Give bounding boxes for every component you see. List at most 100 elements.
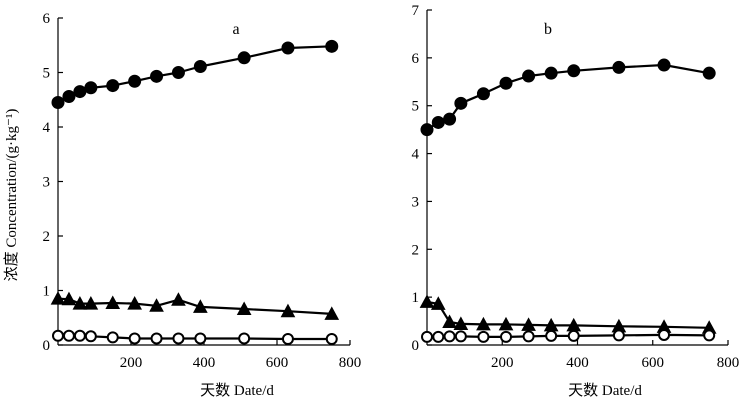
data-point-filled-circle [567, 64, 581, 78]
panel-label: b [544, 21, 552, 38]
data-point-filled-circle [657, 58, 671, 72]
panel-b: 0 1 2 3 4 5 6 7 200 400 600 800 b 天数 Date/d [412, 3, 740, 399]
x-tick-label: 800 [339, 355, 362, 371]
data-point-open-circle [658, 328, 671, 341]
data-point-open-circle [703, 329, 716, 342]
data-point-filled-triangle [193, 299, 208, 313]
data-point-open-circle [325, 333, 338, 346]
data-point-filled-circle [443, 112, 457, 126]
data-point-filled-triangle [149, 298, 164, 312]
data-point-filled-circle [281, 41, 295, 55]
data-point-filled-circle [544, 66, 558, 80]
y-tick-label: 4 [43, 120, 51, 136]
x-tick-label: 400 [193, 355, 216, 371]
y-tick-label: 3 [412, 194, 420, 210]
data-point-open-circle [172, 332, 185, 345]
y-tick-label: 7 [412, 3, 420, 19]
data-point-filled-circle [522, 69, 536, 83]
data-point-filled-circle [702, 66, 716, 80]
data-point-filled-triangle [72, 296, 88, 310]
data-point-filled-triangle [236, 301, 252, 316]
y-axis-title: 浓度 Concentration/(g·kg⁻¹) [3, 109, 20, 282]
data-point-filled-triangle [61, 291, 77, 306]
data-point-filled-circle [51, 95, 65, 109]
data-point-filled-circle [325, 39, 339, 53]
series-line-filled-triangle [426, 300, 710, 329]
x-tick-label: 800 [717, 355, 740, 371]
data-point-open-circle [106, 331, 119, 344]
x-tick-label: 400 [566, 355, 589, 371]
data-point-open-circle [150, 332, 163, 345]
data-point-filled-triangle [498, 316, 514, 331]
data-point-filled-circle [106, 79, 120, 93]
data-point-filled-triangle [105, 295, 121, 310]
data-point-filled-circle [128, 74, 142, 88]
y-tick-label: 2 [412, 242, 420, 258]
data-point-filled-circle [454, 96, 468, 110]
data-point-open-circle [567, 329, 580, 342]
x-tick-label: 600 [642, 355, 665, 371]
data-point-filled-circle [62, 89, 76, 103]
x-tick-label: 200 [120, 355, 143, 371]
panel-a: 0 1 2 3 4 5 6 200 400 600 800 a 天数 Date/d [43, 11, 362, 399]
data-point-open-circle [52, 329, 64, 342]
y-tick-label: 0 [412, 338, 420, 354]
series-line-filled-circle [57, 45, 332, 104]
y-tick-label: 4 [412, 147, 420, 163]
data-point-filled-triangle [50, 291, 66, 305]
y-tick-label: 1 [43, 284, 51, 300]
data-point-filled-circle [499, 76, 513, 90]
data-point-filled-circle [431, 115, 445, 129]
data-point-filled-triangle [419, 294, 435, 308]
data-point-open-circle [454, 330, 467, 343]
x-axis-title: 天数 Date/d [568, 382, 642, 399]
x-tick-label: 200 [491, 355, 514, 371]
data-point-filled-triangle [171, 292, 186, 306]
x-tick-label: 600 [266, 355, 289, 371]
y-tick-label: 6 [412, 51, 420, 67]
data-point-filled-triangle [442, 314, 457, 329]
data-point-filled-triangle [127, 296, 142, 310]
y-tick-label: 3 [43, 175, 51, 191]
y-tick-label: 5 [43, 66, 51, 82]
data-point-open-circle [443, 330, 456, 343]
y-tick-label: 6 [43, 11, 51, 27]
data-point-filled-circle [193, 60, 207, 74]
data-point-filled-triangle [453, 316, 469, 330]
data-point-open-circle [545, 329, 558, 342]
data-point-open-circle [477, 330, 490, 343]
data-point-filled-circle [73, 85, 87, 99]
y-tick-label: 1 [412, 290, 420, 306]
data-point-open-circle [73, 329, 86, 342]
data-point-filled-triangle [280, 303, 296, 318]
data-point-filled-circle [420, 123, 434, 137]
series-line-filled-circle [426, 63, 710, 131]
y-tick-label: 2 [43, 229, 51, 245]
data-point-filled-circle [171, 66, 185, 79]
data-point-filled-circle [84, 81, 98, 95]
data-point-open-circle [522, 330, 535, 343]
data-point-filled-triangle [324, 306, 340, 320]
data-point-open-circle [84, 330, 97, 343]
data-point-filled-circle [150, 69, 164, 83]
panel-label: a [232, 21, 239, 38]
data-point-open-circle [238, 332, 251, 345]
x-axis-title: 天数 Date/d [200, 382, 274, 399]
data-point-open-circle [194, 332, 207, 345]
y-tick-label: 5 [412, 99, 420, 115]
data-point-open-circle [500, 330, 513, 343]
data-point-open-circle [62, 329, 75, 342]
data-point-open-circle [421, 330, 433, 343]
data-point-filled-circle [476, 87, 490, 101]
data-point-open-circle [128, 332, 141, 345]
data-point-open-circle [281, 333, 294, 346]
data-point-filled-triangle [476, 316, 491, 331]
data-point-filled-circle [237, 51, 251, 65]
data-point-filled-triangle [430, 296, 446, 310]
data-point-open-circle [612, 329, 625, 342]
data-point-filled-triangle [83, 296, 99, 310]
y-tick-label: 0 [43, 338, 51, 354]
data-point-filled-circle [612, 60, 626, 74]
data-point-open-circle [432, 330, 445, 343]
